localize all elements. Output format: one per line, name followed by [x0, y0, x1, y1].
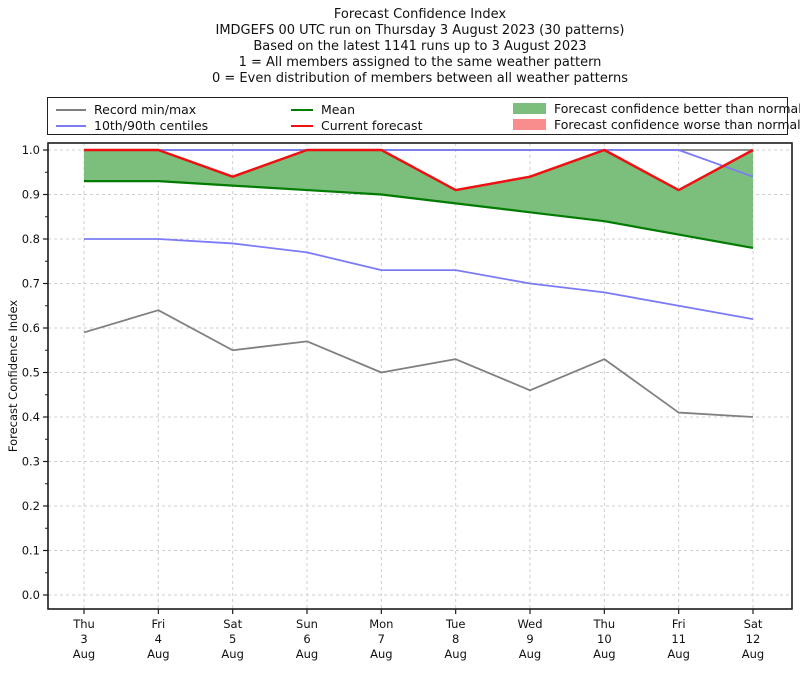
y-tick-label: 0.5: [22, 366, 40, 380]
x-tick-label: Wed: [517, 617, 542, 631]
y-tick-label: 1.0: [22, 143, 40, 157]
chart-subtitle-run: IMDGEFS 00 UTC run on Thursday 3 August …: [215, 23, 625, 38]
x-tick-label: Aug: [370, 647, 392, 661]
y-tick-label: 0.6: [22, 321, 40, 335]
chart-subtitle-basis: Based on the latest 1141 runs up to 3 Au…: [253, 39, 587, 54]
series-mean-line: [84, 180, 754, 249]
y-tick-label: 0.2: [22, 499, 40, 513]
y-tick-label: 0.1: [22, 544, 40, 558]
record-minmax-line-swatch: [56, 108, 86, 111]
y-tick-label: 0.0: [22, 588, 40, 602]
legend: Record min/max 10th/90th centiles Mean C…: [47, 97, 800, 135]
x-tick-label: Aug: [519, 647, 541, 661]
x-tick-label: Aug: [742, 647, 764, 661]
plot-border: [47, 142, 793, 610]
x-tick-label: Tue: [445, 617, 466, 631]
legend-item-confidence-worse: Forecast confidence worse than normal: [513, 117, 800, 132]
y-tick-label: 0.4: [22, 410, 40, 424]
x-tick-label: 4: [155, 632, 162, 646]
legend-label: Record min/max: [94, 102, 197, 117]
x-tick-label: 7: [378, 632, 385, 646]
x-tick-label: Sun: [296, 617, 318, 631]
x-tick-label: Thu: [72, 617, 95, 631]
chart-note-zero: 0 = Even distribution of members between…: [211, 71, 629, 86]
x-tick-label: Thu: [593, 617, 616, 631]
x-tick-label: Aug: [444, 647, 466, 661]
x-tick-label: Sat: [744, 617, 763, 631]
plot-layer: 0.00.10.20.30.40.50.60.70.80.91.0Thu3Aug…: [22, 142, 793, 661]
legend-item-current-forecast: Current forecast: [291, 118, 422, 133]
x-tick-label: Fri: [672, 617, 686, 631]
series-p10_centile-line: [84, 238, 754, 320]
x-tick-label: Aug: [667, 647, 689, 661]
x-tick-label: Aug: [147, 647, 169, 661]
x-tick-label: 8: [452, 632, 459, 646]
legend-label: Forecast confidence worse than normal: [554, 117, 800, 132]
y-tick-label: 0.7: [22, 277, 40, 291]
x-tick-label: 5: [229, 632, 236, 646]
legend-label: Mean: [321, 102, 356, 117]
y-tick-label: 0.3: [22, 455, 40, 469]
chart-note-one: 1 = All members assigned to the same wea…: [238, 55, 602, 70]
confidence-better-patch-swatch: [513, 103, 546, 114]
x-tick-label: Aug: [73, 647, 95, 661]
x-tick-label: 12: [746, 632, 761, 646]
y-tick-label: 0.9: [22, 188, 40, 202]
centiles-line-swatch: [56, 124, 86, 127]
legend-item-confidence-better: Forecast confidence better than normal: [513, 101, 800, 116]
x-tick-label: Mon: [369, 617, 393, 631]
confidence-worse-patch-swatch: [513, 119, 546, 130]
legend-label: Forecast confidence better than normal: [554, 101, 800, 116]
mean-line-swatch: [291, 108, 313, 111]
x-tick-label: 9: [526, 632, 533, 646]
x-tick-label: Aug: [593, 647, 615, 661]
legend-item-record-minmax: Record min/max: [56, 102, 196, 117]
x-tick-label: 6: [303, 632, 310, 646]
y-axis-label: Forecast Confidence Index: [6, 300, 20, 452]
x-tick-label: Aug: [296, 647, 318, 661]
chart-title-block: Forecast Confidence Index IMDGEFS 00 UTC…: [20, 7, 800, 87]
x-tick-label: Aug: [221, 647, 243, 661]
series-current_forecast-line: [84, 148, 754, 192]
x-tick-label: 11: [671, 632, 686, 646]
y-tick-label: 0.8: [22, 232, 40, 246]
series-record_min-line: [83, 309, 754, 418]
legend-item-centiles: 10th/90th centiles: [56, 118, 208, 133]
x-tick-label: 10: [597, 632, 612, 646]
x-tick-label: Sat: [223, 617, 242, 631]
series-p90_centile-line: [84, 149, 754, 178]
legend-label: Current forecast: [321, 118, 423, 133]
current-forecast-line-swatch: [291, 124, 313, 127]
x-tick-label: 3: [80, 632, 87, 646]
legend-item-mean: Mean: [291, 102, 355, 117]
x-tick-label: Fri: [151, 617, 165, 631]
legend-label: 10th/90th centiles: [94, 118, 209, 133]
chart-title: Forecast Confidence Index: [333, 7, 507, 22]
